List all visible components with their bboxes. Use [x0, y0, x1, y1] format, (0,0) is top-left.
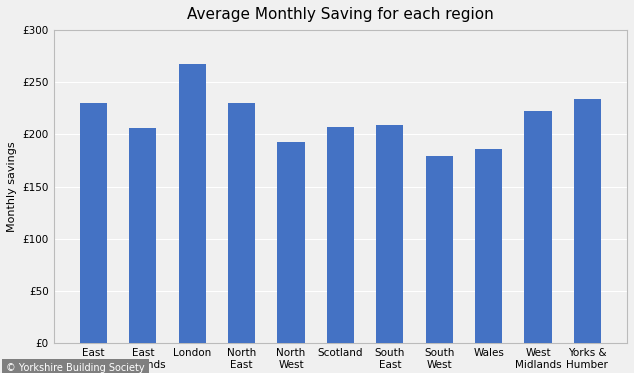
Bar: [228, 103, 255, 343]
Bar: [327, 127, 354, 343]
Y-axis label: Monthly savings: Monthly savings: [7, 141, 17, 232]
Bar: [278, 142, 304, 343]
Bar: [524, 112, 552, 343]
Bar: [574, 99, 601, 343]
Bar: [179, 65, 206, 343]
Text: © Yorkshire Building Society: © Yorkshire Building Society: [6, 363, 145, 373]
Bar: [425, 156, 453, 343]
Title: Average Monthly Saving for each region: Average Monthly Saving for each region: [187, 7, 494, 22]
Bar: [80, 103, 107, 343]
Bar: [376, 125, 403, 343]
Bar: [129, 128, 157, 343]
Bar: [475, 149, 502, 343]
